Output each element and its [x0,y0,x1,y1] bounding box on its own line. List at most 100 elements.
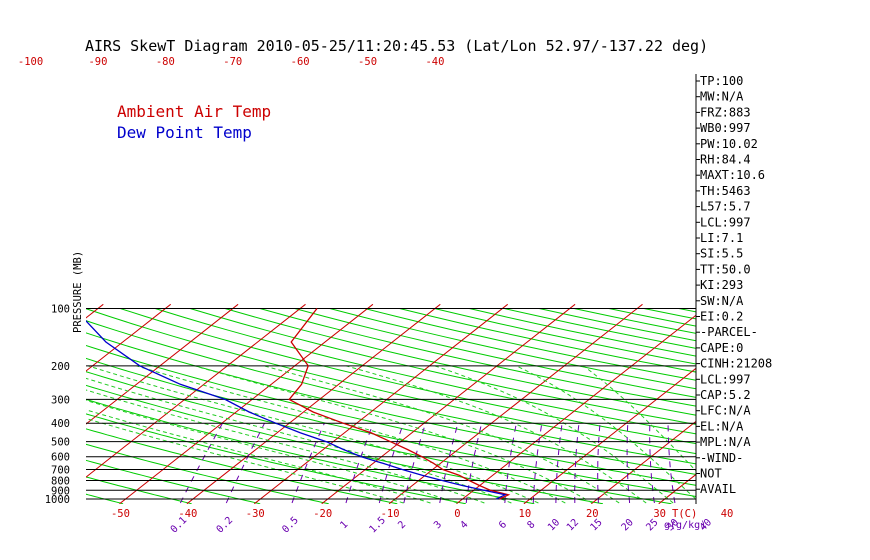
moist-adiabat-line [87,365,539,504]
isotherm-line [456,314,696,504]
moist-adiabat-line [516,365,696,500]
pressure-tick-label: 200 [51,361,70,373]
mixing-ratio-label: 12 [565,517,581,533]
ambient-air-temp-line [288,308,511,500]
grid-lines [86,303,870,504]
profile-lines [86,308,511,500]
index-entry: LFC:N/A [700,404,751,418]
bottom-temp-tick-label: -50 [111,508,130,520]
bottom-temp-tick-label: -40 [178,508,197,520]
mixing-ratio-line [667,423,676,504]
bottom-temp-tick-label: -20 [313,508,332,520]
index-entry: KI:293 [700,278,743,292]
chart-title: AIRS SkewT Diagram 2010-05-25/11:20:45.5… [85,37,708,55]
index-entry: FRZ:883 [700,105,751,119]
moist-adiabat-line [86,409,431,504]
pressure-tick-label: 700 [51,464,70,476]
mixing-ratio-line [626,423,631,504]
index-entry: MAXT:10.6 [700,168,765,182]
dry-adiabat-line [469,308,696,357]
mixing-ratio-label: 0.5 [280,515,301,536]
moist-adiabat-line [345,365,647,504]
isotherm-line [186,303,441,504]
mixing-ratio-label: 1 [338,519,350,531]
pressure-tick-label: 100 [51,304,70,316]
bottom-temp-tick-label: 10 [519,508,532,520]
mixing-ratio-unit: g(g/kg) [664,520,706,531]
isotherm-line [119,303,374,504]
mixing-ratio-line [597,423,601,503]
dry-adiabat-line [86,398,535,504]
dry-adiabat-line [120,308,696,445]
pressure-tick-label: 900 [51,485,70,497]
dry-adiabat-line [86,332,696,475]
index-entry: EI:0.2 [700,310,743,324]
isotherm-line [253,303,509,504]
moist-adiabat-line [136,365,566,504]
isotherm-line [794,304,870,504]
index-entry: MPL:N/A [700,435,751,449]
bottom-temperature-axis: -50 -40 -30 -20 -10 0 10 20 30 40 T(C) [111,508,733,520]
pressure-tick-label: 300 [51,394,70,406]
bottom-temp-tick-label: 0 [454,508,460,520]
mixing-ratio-label: 0.2 [215,515,236,536]
mixing-ratio-line [574,423,580,503]
mixing-ratio-label: 20 [620,517,636,533]
bottom-temp-tick-label: -10 [381,508,400,520]
index-entry: AVAIL [700,482,736,496]
isotherm-line [523,367,696,504]
bottom-temp-tick-label: 20 [586,508,599,520]
bottom-temp-tick-label: 30 [653,508,666,520]
dry-adiabat-line [224,308,696,416]
mixing-ratio-line [225,422,265,504]
index-entry: CAPE:0 [700,341,743,355]
index-entry: SW:N/A [700,294,744,308]
legend-dew-point-temp: Dew Point Temp [117,123,252,142]
index-entry: -WIND- [700,451,743,465]
pressure-tick-label: 500 [51,437,70,449]
mixing-ratio-line [555,423,563,503]
mixing-ratio-label: 10 [546,517,562,533]
mixing-ratio-label: 8 [526,519,538,531]
top-temp-tick-label: -50 [358,56,377,68]
moist-adiabat-line [263,365,620,504]
mixing-ratio-label: 2 [396,519,408,531]
index-entry: -PARCEL- [700,325,758,339]
isotherm-line [86,303,172,372]
index-entry: LCL:997 [700,215,751,229]
dry-adiabat-line [329,308,696,390]
top-temp-tick-label: -70 [223,56,242,68]
top-temp-tick-label: -90 [88,56,107,68]
dry-adiabat-line [86,308,696,455]
dry-adiabat-line [364,308,696,381]
index-entry: EL:N/A [700,419,744,433]
index-entry: CINH:21208 [700,357,772,371]
index-entry: WB0:997 [700,121,751,135]
mixing-ratio-line [378,423,404,504]
temp-axis-label: T(C) [672,508,697,520]
index-entry: PW:10.02 [700,137,758,151]
top-temperature-axis: -120-110-100-90-80-70-60-50-40 [18,56,445,68]
moist-adiabat-line [434,365,674,504]
mixing-ratio-line [291,422,325,504]
moist-adiabat-line [86,399,458,504]
dry-adiabat-line [259,308,696,407]
mixing-ratio-label: 6 [497,519,509,531]
bottom-temp-tick-label: -30 [246,508,265,520]
dry-adiabat-line [86,459,261,504]
dry-adiabat-line [294,308,696,398]
mixing-ratio-line [532,423,543,503]
index-entry: LCL:997 [700,372,751,386]
dry-adiabat-line [189,308,696,425]
mixing-ratio-label: 3 [432,519,444,531]
index-entry: TH:5463 [700,184,751,198]
mixing-ratio-label: 4 [459,519,471,531]
mixing-ratio-line [465,423,483,504]
index-entry: CAP:5.2 [700,388,751,402]
pressure-tick-label: 800 [51,476,70,488]
isobar-lines [86,74,697,504]
index-entry: TT:50.0 [700,262,751,276]
pressure-tick-label: 600 [51,452,70,464]
